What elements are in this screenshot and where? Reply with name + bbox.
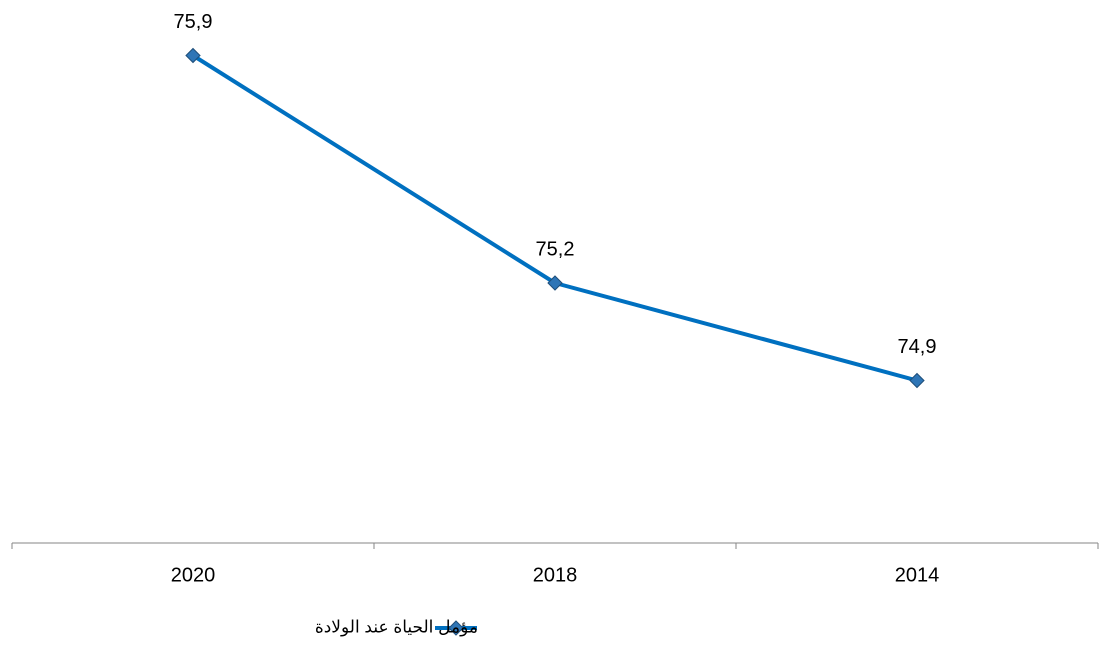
data-label: 75,9 xyxy=(174,11,213,33)
legend-label: مؤمل الحياة عند الولادة xyxy=(315,617,478,636)
x-tick-label: 2018 xyxy=(533,564,578,586)
marker xyxy=(909,372,925,389)
x-tick-label: 2014 xyxy=(895,564,940,586)
data-label: 75,2 xyxy=(536,238,575,260)
series-line xyxy=(191,53,918,383)
marker xyxy=(547,275,563,291)
data-label: 74,9 xyxy=(898,336,937,358)
marker xyxy=(185,47,201,64)
x-tick-label: 2020 xyxy=(171,564,216,586)
legend-marker xyxy=(448,620,464,636)
